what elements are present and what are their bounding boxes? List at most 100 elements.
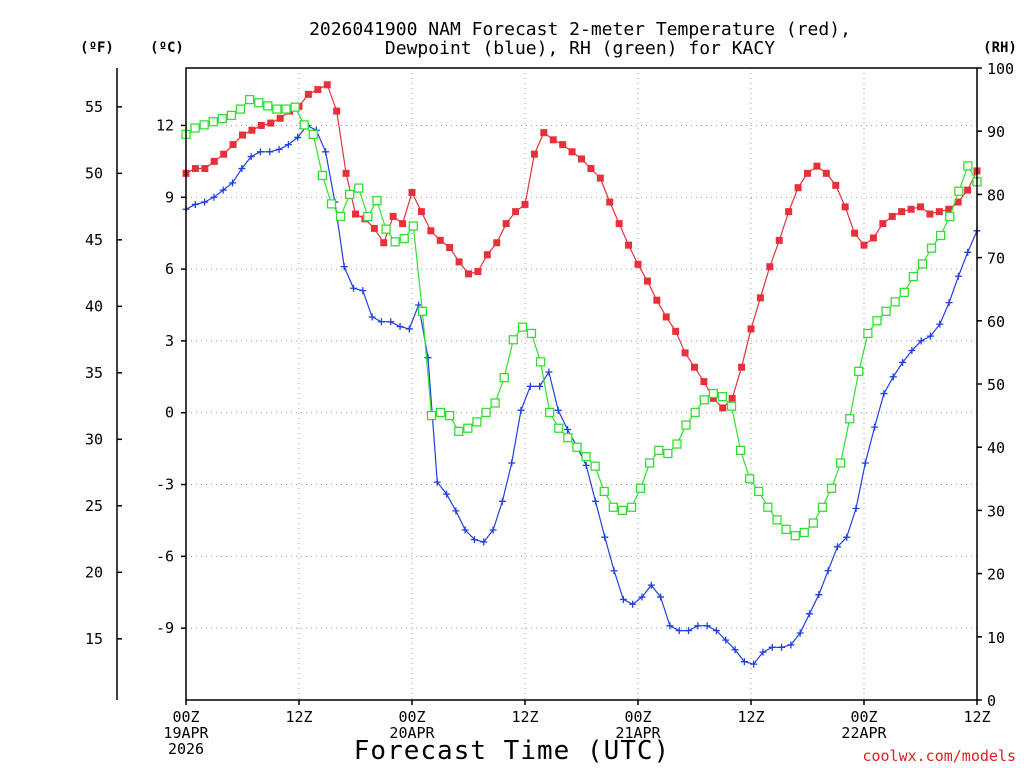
2-meter-temperature-point [474,267,482,275]
celsius-tick-label: -9 [156,619,174,637]
2-meter-temperature-point [681,349,689,357]
2-meter-temperature-point [964,186,972,194]
2-meter-temperature-point [455,258,463,266]
dewpoint-point [629,600,637,608]
rh-tick-label: 60 [987,313,1005,331]
dewpoint-point [229,179,237,187]
axis-ticks: -9 -6 -3 0 3 6 9 12 15 20 25 30 35 40 45 50 55 0 10 20 30 40 5… [85,60,1014,758]
rh-point [663,448,673,459]
2-meter-temperature-point [700,378,708,386]
rh-tick-label: 10 [987,629,1005,647]
dewpoint-point [461,526,469,534]
x-tick-label: 20APR [389,724,435,742]
rh-point [881,306,891,316]
2-meter-temperature-point [540,129,548,137]
dewpoint-point [685,627,693,635]
x-axis-label: Forecast Time (UTC) [354,736,670,766]
dewpoint-point [926,332,934,340]
rh-point [290,102,300,112]
rh-tick-label: 100 [987,60,1014,78]
x-tick-label: 00Z [850,708,877,726]
dewpoint-point [712,627,720,635]
rh-point [890,297,900,307]
rh-point [626,502,637,512]
rh-point [308,129,318,140]
rh-point [499,373,509,383]
dewpoint-point [340,263,348,271]
rh-point [608,502,618,512]
rh-point [545,407,555,418]
2-meter-temperature-point [662,313,670,321]
2-meter-temperature-point [643,277,651,285]
dewpoint-point [917,337,925,345]
fahrenheit-tick-label: 45 [85,231,103,249]
2-meter-temperature-point [248,126,256,134]
dewpoint-point [526,382,534,390]
rh-point [345,189,355,200]
x-tick-label: 00Z [624,708,651,726]
dewpoint-point [275,145,283,153]
rh-point [835,458,846,468]
rh-line [185,98,978,537]
rh-tick-label: 50 [987,376,1005,394]
2-meter-temperature-point [775,236,783,244]
rh-point [717,391,728,402]
rh-point [490,398,500,408]
dewpoint-point [945,299,953,307]
dewpoint-point [899,358,907,366]
celsius-tick-label: 3 [165,332,174,350]
dewpoint-point [787,641,795,649]
x-tick-label: 00Z [398,708,425,726]
dewpoint-point [908,346,916,354]
rh-point [535,357,546,367]
rh-point [254,98,264,108]
series-layer [181,81,982,668]
2-meter-temperature-point [804,169,811,177]
x-tick-label: 12Z [285,708,312,726]
rh-point [781,524,791,535]
dewpoint-point [498,497,506,505]
rh-point [635,483,646,493]
rh-point [908,271,919,282]
rh-point [435,407,446,418]
2-meter-temperature-point [766,263,774,271]
2-meter-temperature-point [380,239,388,247]
x-tick-label: 21APR [615,724,661,742]
rh-point [572,442,582,452]
2-meter-temperature-point [653,296,661,304]
x-tick-label: 22APR [841,724,887,742]
rh-point [917,259,928,269]
dewpoint-point [824,567,832,575]
dewpoint-point [443,490,451,498]
rh-point [599,486,609,497]
rh-point [563,433,573,443]
dewpoint-point [517,406,525,414]
2-meter-temperature-point [314,86,322,94]
celsius-tick-label: 9 [165,188,174,206]
2-meter-temperature-point [493,239,501,247]
dewpoint-point [433,478,441,486]
rh-point [226,110,237,121]
celsius-unit-label: (ºC) [150,40,184,56]
2-meter-temperature-point [634,260,642,268]
rh-point [554,423,564,433]
dewpoint-point [601,533,609,541]
2-meter-temperature-point [747,325,755,333]
2-meter-temperature-point [841,203,849,211]
rh-point [363,211,373,222]
2-meter-temperature-point [304,90,312,98]
dewpoint-point [452,507,460,515]
rh-point [745,474,755,484]
x-tick-label: 12Z [963,708,990,726]
rh-tick-label: 40 [987,439,1005,457]
dewpoint-point [424,354,432,362]
dewpoint-point [703,622,711,630]
rh-point [590,461,600,471]
chart-title-line-1: 2026041900 NAM Forecast 2-meter Temperat… [309,19,851,40]
dewpoint-point [610,567,618,575]
2-meter-temperature-point [615,220,623,228]
2-meter-temperature-point [512,208,520,216]
rh-point [808,518,818,528]
celsius-tick-label: 6 [165,260,174,278]
rh-point [763,502,773,512]
